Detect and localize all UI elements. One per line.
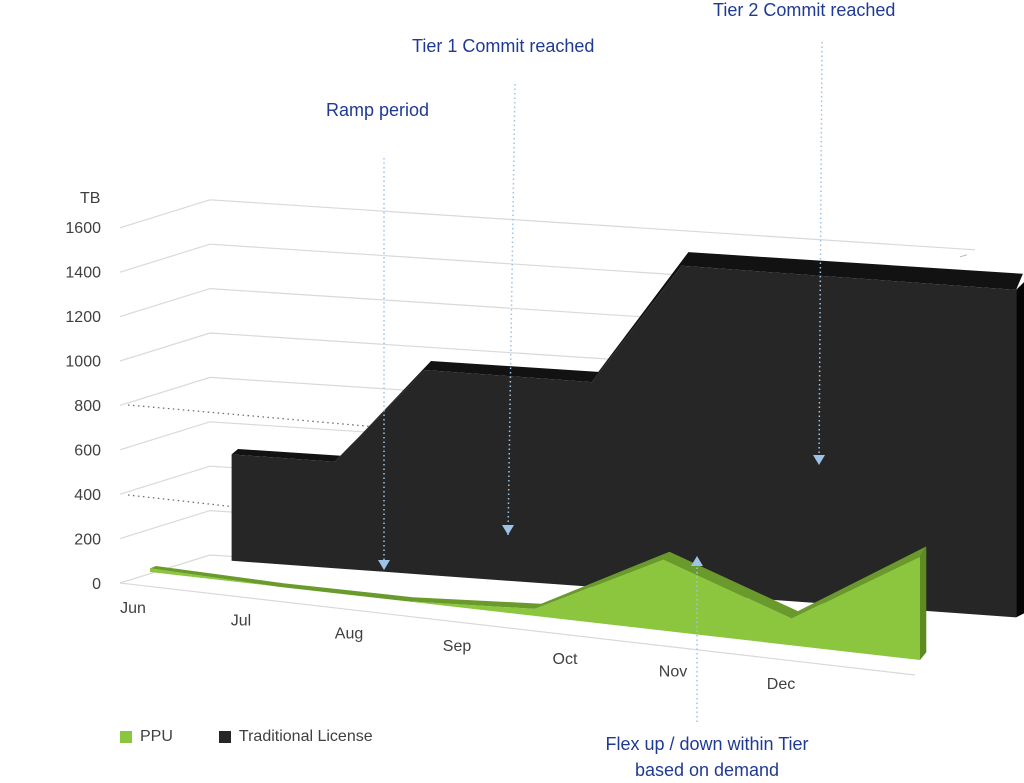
y-tick-label: 1200 xyxy=(65,309,101,326)
x-tick-label: Sep xyxy=(443,638,472,655)
x-tick-label: Aug xyxy=(335,625,363,642)
legend-traditional-label: Traditional License xyxy=(238,728,373,745)
annotation-arrow-line xyxy=(818,41,823,466)
x-tick-label: Dec xyxy=(767,676,795,693)
grid-tick xyxy=(959,254,968,258)
y-axis: 0 200 400 600 800 1000 1200 1400 1600 xyxy=(65,220,101,593)
ppu-front-face xyxy=(150,556,920,660)
y-tick-label: 1000 xyxy=(65,354,101,371)
traditional-top-face xyxy=(231,252,1023,462)
grid-line xyxy=(119,199,976,251)
y-tick-label: 200 xyxy=(74,532,101,549)
annotation-arrow-line xyxy=(507,83,516,536)
annotation-arrow-head xyxy=(502,525,514,535)
y-tick-label: 1600 xyxy=(65,220,101,237)
y-tick-label: 0 xyxy=(92,576,101,593)
annotation-flex: Flex up / down within Tier based on dema… xyxy=(605,734,809,780)
x-tick-label: Jul xyxy=(231,613,251,630)
ppu-side-face xyxy=(920,546,927,660)
legend-ppu-label: PPU xyxy=(140,728,173,745)
annotation-tier1: Tier 1 Commit reached xyxy=(412,36,595,56)
x-axis: Jun Jul Aug Sep Oct Nov Dec xyxy=(119,582,916,693)
legend-ppu-swatch xyxy=(120,731,132,743)
annotation-arrow-head xyxy=(378,560,390,570)
x-tick-label: Jun xyxy=(120,600,146,617)
annotation-tier2: Tier 2 Commit reached xyxy=(713,0,896,20)
x-tick-label: Oct xyxy=(553,651,578,668)
annotation-arrow-head xyxy=(691,556,703,566)
x-axis-line xyxy=(119,582,916,676)
annotation-ramp-period: Ramp period xyxy=(326,100,430,120)
x-tick-label: Nov xyxy=(659,664,687,681)
series-ppu xyxy=(150,546,927,660)
ppu-top-face xyxy=(150,546,927,619)
y-tick-label: 1400 xyxy=(65,265,101,282)
y-tick-label: 400 xyxy=(74,487,101,504)
y-tick-label: 600 xyxy=(74,443,101,460)
y-tick-label: 800 xyxy=(74,398,101,415)
legend: PPU Traditional License xyxy=(120,728,373,746)
traditional-side-face xyxy=(1016,282,1024,618)
legend-traditional-swatch xyxy=(218,731,231,743)
annotation-arrows xyxy=(378,41,825,722)
annotation-arrow-head xyxy=(813,455,825,465)
y-axis-label: TB xyxy=(80,190,100,207)
